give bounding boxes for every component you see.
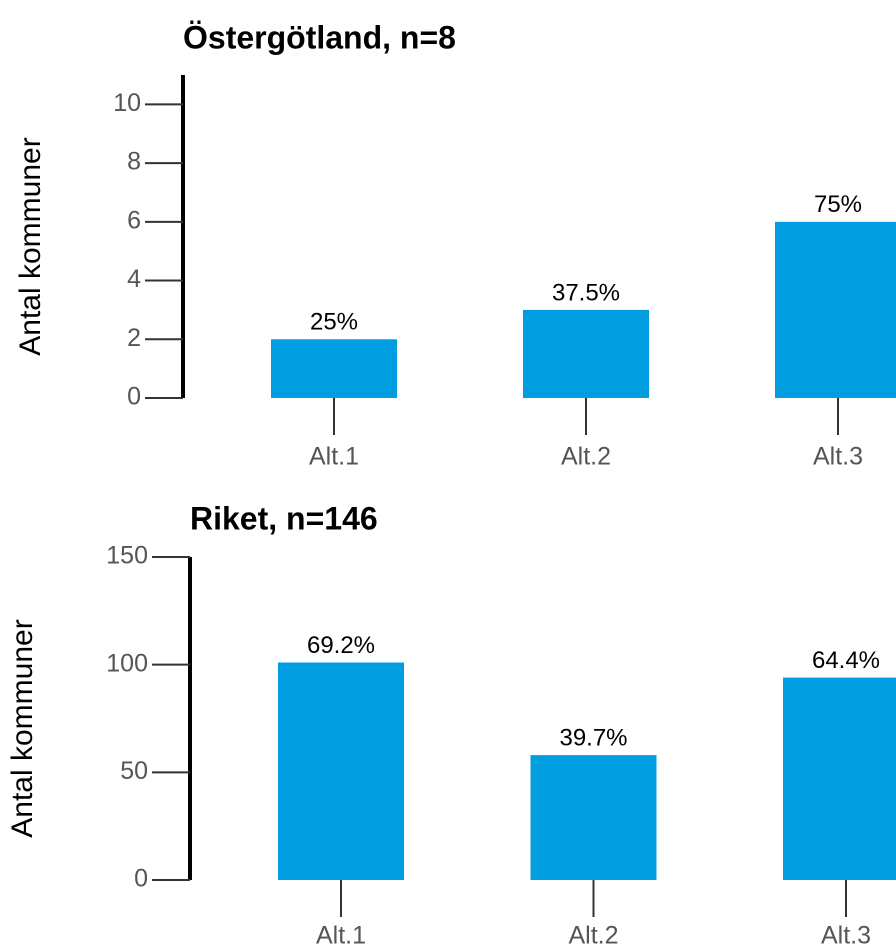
value-label: 75% [814,191,862,218]
bar [278,662,404,880]
y-tick-label: 8 [127,148,141,176]
bar [271,339,397,398]
y-tick-label: 150 [106,542,148,570]
bar [783,677,896,880]
value-label: 37.5% [552,279,620,306]
y-tick-label: 6 [127,206,141,234]
x-tick-label: Alt.2 [561,443,611,471]
bar [523,309,649,398]
value-label: 64.4% [812,647,880,674]
bar [530,755,657,880]
y-tick-label: 0 [134,865,148,893]
y-axis-label: Antal kommuner [14,137,47,355]
y-tick-label: 100 [106,649,148,677]
x-tick-label: Alt.3 [821,922,871,949]
y-tick-label: 50 [120,757,148,785]
y-tick-label: 0 [127,383,141,411]
y-axis-label: Antal kommuner [6,619,39,837]
value-label: 25% [310,309,358,336]
value-label: 69.2% [307,632,375,659]
x-tick-label: Alt.2 [568,922,618,949]
chart-title: Östergötland, n=8 [183,19,456,55]
x-tick-label: Alt.1 [309,443,359,471]
x-tick-label: Alt.3 [813,443,863,471]
x-tick-label: Alt.1 [316,922,366,949]
bar [775,221,896,398]
value-label: 39.7% [559,724,627,751]
y-tick-label: 10 [113,89,141,117]
y-tick-label: 4 [127,265,141,293]
y-tick-label: 2 [127,324,141,352]
chart-title: Riket, n=146 [190,500,378,536]
